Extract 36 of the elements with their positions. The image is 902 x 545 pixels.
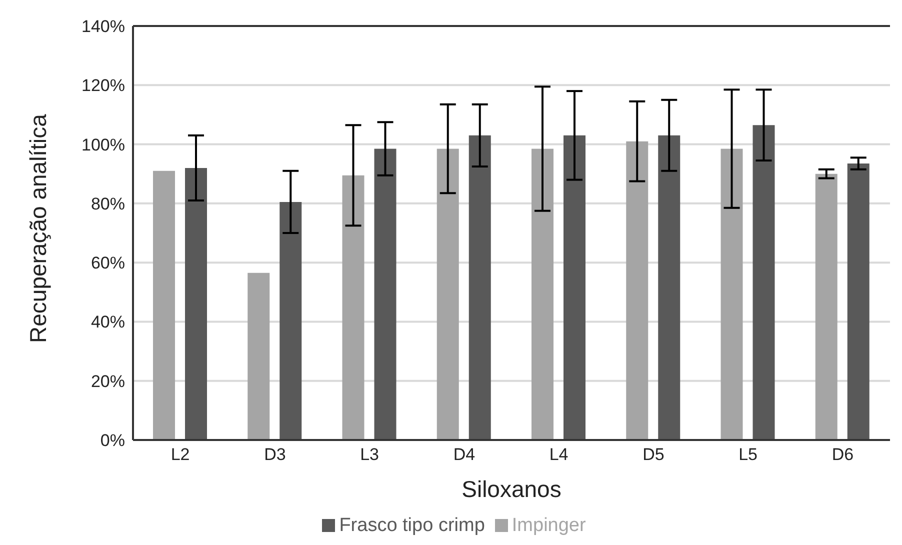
bar <box>374 148 396 440</box>
x-tick-label: D5 <box>642 445 664 464</box>
y-tick-label: 140% <box>82 17 125 36</box>
x-tick-label: L3 <box>360 445 380 464</box>
x-axis-title: Siloxanos <box>462 476 562 502</box>
y-tick-label: 100% <box>82 135 125 154</box>
bar <box>752 125 775 440</box>
bar <box>153 170 175 440</box>
x-tick-label: L5 <box>738 445 758 464</box>
bar <box>185 168 207 440</box>
bar <box>720 148 743 440</box>
bar <box>468 135 491 440</box>
y-tick-label: 40% <box>90 312 125 332</box>
bar <box>280 202 302 440</box>
x-tick-label: D3 <box>264 445 286 464</box>
y-tick-label: 0% <box>100 431 125 450</box>
bar <box>342 175 364 440</box>
bar <box>847 164 870 440</box>
bar <box>658 135 680 440</box>
y-tick-label: 120% <box>82 76 125 96</box>
bar <box>436 148 459 440</box>
bar <box>248 272 270 440</box>
x-tick-label: D6 <box>832 445 854 464</box>
legend-label: Impinger <box>512 515 586 536</box>
bar <box>626 141 648 440</box>
y-axis-title: Recuperação analítica <box>25 114 52 343</box>
y-tick-label: 80% <box>90 194 125 214</box>
x-tick-label: D4 <box>453 445 476 464</box>
legend-label: Frasco tipo crimp <box>339 515 485 536</box>
bar <box>532 148 554 440</box>
x-tick-label: L4 <box>549 445 568 464</box>
y-tick-label: 20% <box>90 372 125 391</box>
bar <box>815 174 838 440</box>
y-tick-label: 60% <box>90 254 125 273</box>
bar <box>564 135 586 440</box>
x-tick-label: L2 <box>170 445 190 464</box>
